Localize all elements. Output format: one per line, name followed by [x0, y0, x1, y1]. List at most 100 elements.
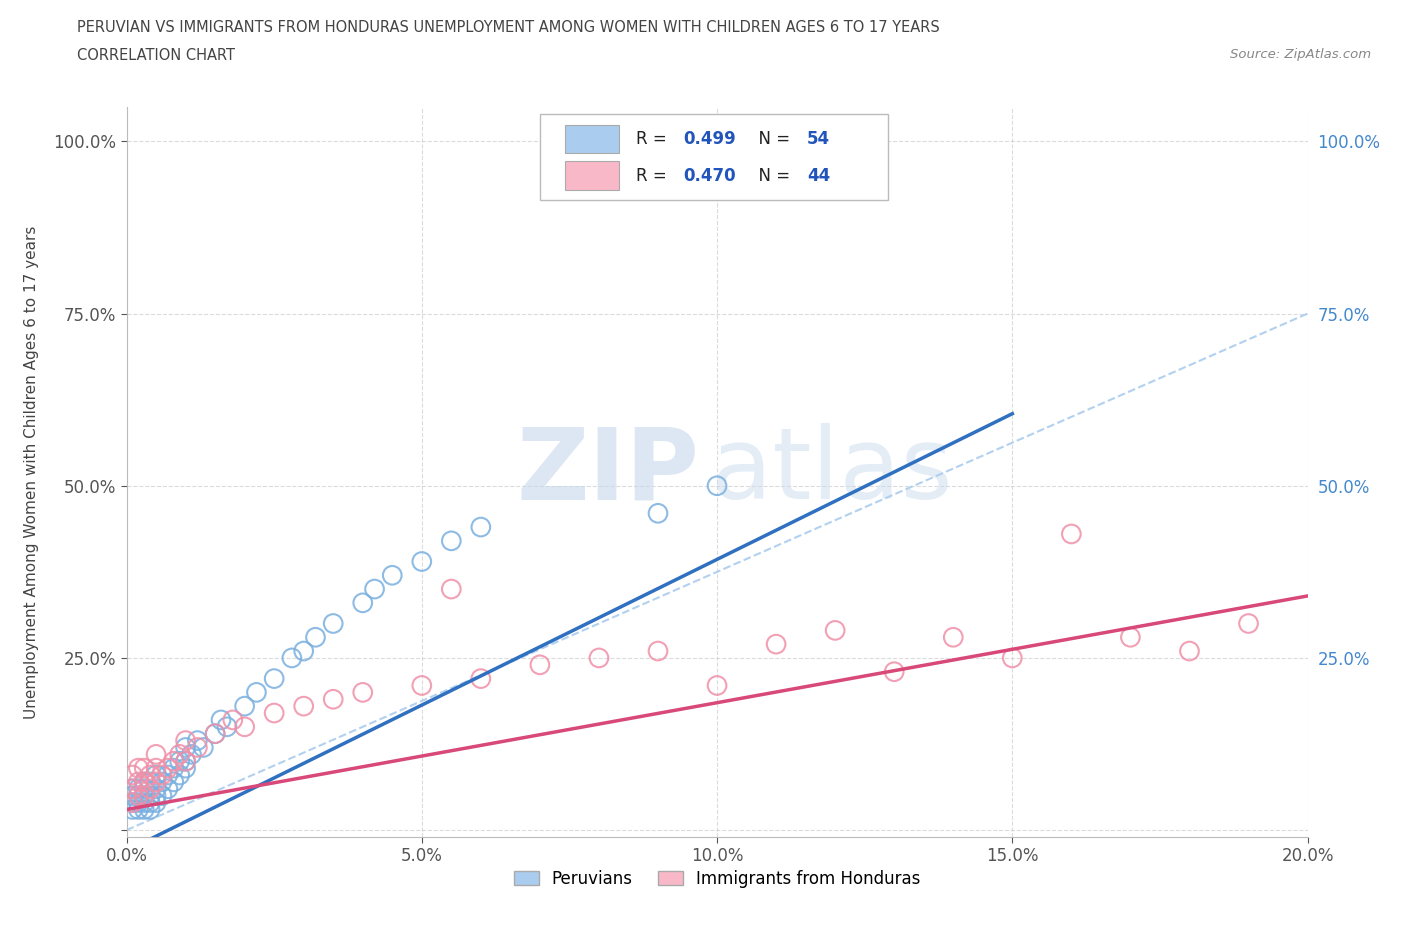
Point [381, 568, 404, 583]
Point [121, 795, 143, 810]
Point [304, 630, 326, 644]
Point [121, 795, 143, 810]
Point [139, 802, 162, 817]
Point [127, 802, 149, 817]
Point [134, 781, 156, 796]
Point [529, 658, 551, 672]
FancyBboxPatch shape [540, 113, 889, 200]
Point [222, 712, 245, 727]
Point [121, 789, 143, 804]
Point [134, 789, 156, 804]
Point [215, 720, 238, 735]
Point [706, 478, 728, 493]
Point [470, 520, 492, 535]
Point [186, 740, 208, 755]
Point [245, 684, 267, 699]
Point [121, 802, 143, 817]
Point [765, 637, 787, 652]
Point [174, 754, 197, 769]
Point [233, 720, 256, 735]
Point [824, 623, 846, 638]
Point [186, 733, 208, 748]
Point [883, 664, 905, 679]
Point [174, 733, 197, 748]
FancyBboxPatch shape [565, 126, 619, 153]
Text: N =: N = [748, 166, 796, 184]
Point [156, 761, 179, 776]
Point [263, 706, 285, 721]
Point [363, 581, 385, 596]
Point [134, 802, 156, 817]
FancyBboxPatch shape [565, 162, 619, 190]
Point [156, 781, 179, 796]
Point [169, 747, 191, 762]
Point [204, 726, 226, 741]
Point [134, 775, 156, 790]
Point [281, 650, 304, 665]
Point [1119, 630, 1142, 644]
Point [440, 534, 463, 549]
Point [145, 775, 167, 790]
Point [292, 644, 315, 658]
Point [139, 781, 162, 796]
Point [1001, 650, 1024, 665]
Point [127, 789, 149, 804]
Text: ZIP: ZIP [516, 423, 699, 521]
Point [169, 754, 191, 769]
Point [134, 761, 156, 776]
Point [1178, 644, 1201, 658]
Text: 0.499: 0.499 [683, 130, 735, 148]
Point [174, 761, 197, 776]
Point [156, 767, 179, 782]
Point [233, 698, 256, 713]
Text: 54: 54 [807, 130, 830, 148]
Point [139, 795, 162, 810]
Point [1060, 526, 1083, 541]
Point [411, 678, 433, 693]
Point [150, 789, 173, 804]
Point [121, 767, 143, 782]
Point [163, 754, 186, 769]
Point [145, 789, 167, 804]
Text: R =: R = [636, 166, 672, 184]
Point [558, 168, 581, 183]
Point [127, 795, 149, 810]
Point [139, 767, 162, 782]
Point [204, 726, 226, 741]
Text: 0.470: 0.470 [683, 166, 735, 184]
Point [127, 789, 149, 804]
Point [588, 650, 610, 665]
Text: N =: N = [748, 130, 796, 148]
Point [1237, 616, 1260, 631]
Legend: Peruvians, Immigrants from Honduras: Peruvians, Immigrants from Honduras [508, 863, 927, 895]
Point [169, 767, 191, 782]
Text: atlas: atlas [711, 423, 953, 521]
Point [174, 754, 197, 769]
Point [134, 795, 156, 810]
Y-axis label: Unemployment Among Women with Children Ages 6 to 17 years: Unemployment Among Women with Children A… [24, 225, 39, 719]
Point [706, 678, 728, 693]
Point [411, 554, 433, 569]
Point [322, 616, 344, 631]
Point [145, 761, 167, 776]
Point [352, 595, 374, 610]
Point [150, 767, 173, 782]
Point [163, 775, 186, 790]
Text: Source: ZipAtlas.com: Source: ZipAtlas.com [1230, 48, 1371, 61]
Point [145, 795, 167, 810]
Point [440, 581, 463, 596]
Point [134, 789, 156, 804]
Point [139, 789, 162, 804]
Point [470, 671, 492, 686]
Point [180, 747, 202, 762]
Point [145, 767, 167, 782]
Point [193, 740, 215, 755]
Text: CORRELATION CHART: CORRELATION CHART [77, 48, 235, 63]
Text: 44: 44 [807, 166, 830, 184]
Point [263, 671, 285, 686]
Point [121, 781, 143, 796]
Point [127, 761, 149, 776]
Point [209, 712, 232, 727]
Point [322, 692, 344, 707]
Point [150, 775, 173, 790]
